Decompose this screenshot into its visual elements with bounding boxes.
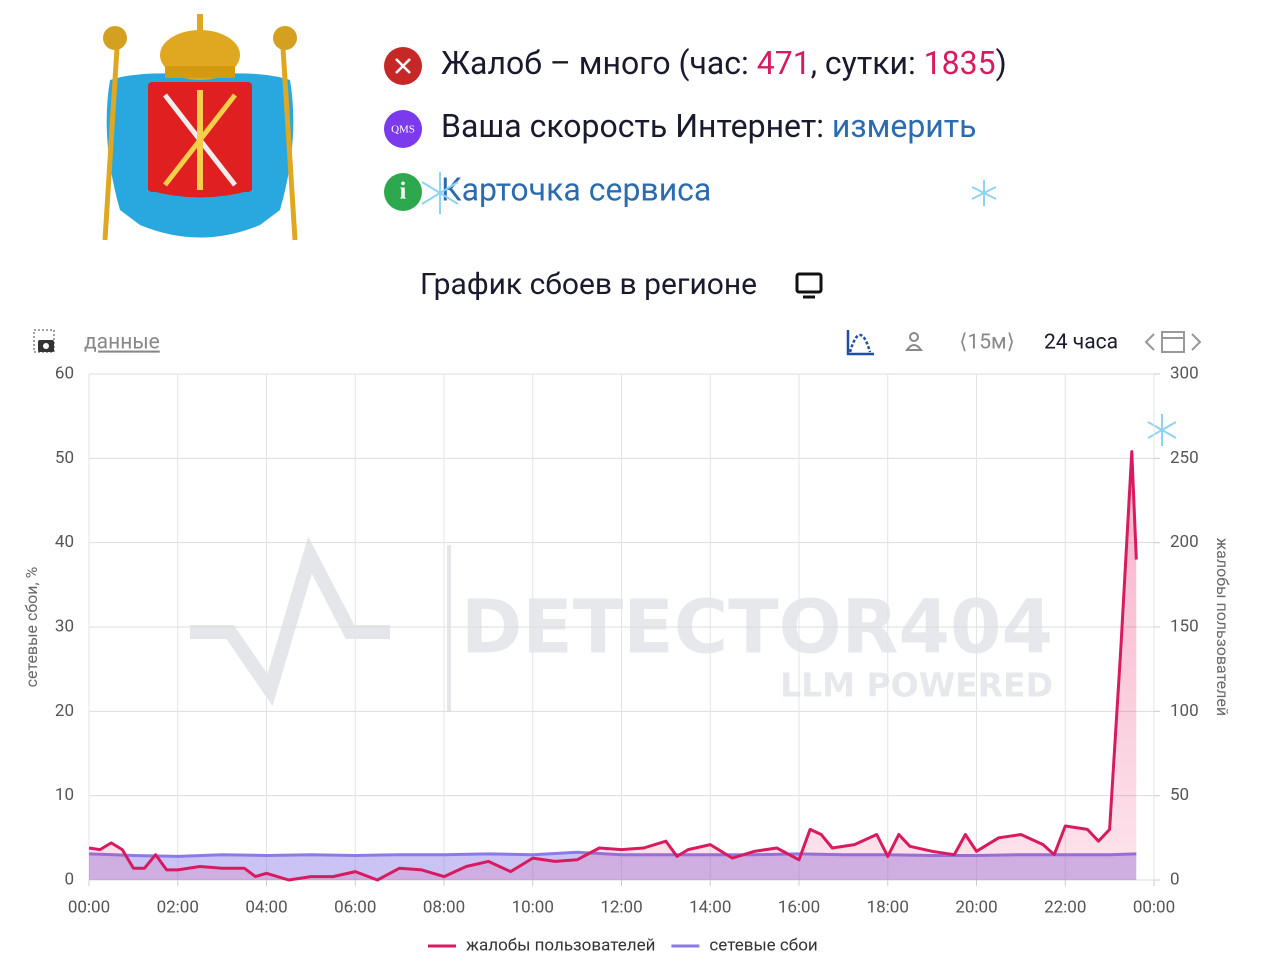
speed-line: Ваша скорость Интернет: измерить	[441, 107, 977, 145]
y2-tick-label: 300	[1170, 363, 1199, 383]
x-tick-label: 08:00	[423, 897, 465, 917]
y-tick-label: 30	[55, 616, 74, 636]
chart-title: График сбоев в регионе	[420, 267, 757, 302]
interval[interactable]: ⟨15м⟩	[959, 331, 1015, 355]
info-icon-text: i	[400, 179, 407, 205]
y-tick-label: 50	[55, 448, 74, 468]
x-tick-label: 20:00	[955, 897, 997, 917]
y2-tick-label: 50	[1170, 785, 1189, 805]
y2-tick-label: 200	[1170, 532, 1199, 552]
chart-mode-icon[interactable]	[846, 330, 874, 356]
status-hour: 471	[757, 44, 811, 82]
series-line	[88, 450, 1138, 882]
y-axis-label: сетевые сбои, %	[22, 566, 41, 687]
watermark-brand: DETECTOR404	[461, 585, 1053, 671]
watermark: DETECTOR404 LLM POWERED	[190, 536, 1053, 712]
status-icon-x	[395, 58, 411, 74]
x-tick-label: 00:00	[68, 897, 110, 917]
y-tick-label: 20	[55, 701, 74, 721]
y2-tick-label: 0	[1170, 869, 1180, 889]
status-suffix: )	[996, 44, 1007, 82]
x-tick-label: 12:00	[600, 897, 642, 917]
x-tick-label: 04:00	[245, 897, 287, 917]
info-icon[interactable]	[384, 173, 422, 211]
x-tick-label: 02:00	[157, 897, 199, 917]
y-tick-label: 40	[55, 532, 74, 552]
watermark-tagline: LLM POWERED	[780, 666, 1053, 705]
qms-icon[interactable]	[384, 110, 422, 148]
legend: жалобы пользователей сетевые сбои	[428, 935, 818, 955]
x-tick-label: 06:00	[334, 897, 376, 917]
snowflakes	[421, 172, 1177, 446]
period[interactable]: 24 часа	[1044, 331, 1118, 355]
plot: 0 10 20 30 40 50 60 0 50 100 150 200 250 300 00:00 02:0…	[22, 363, 1232, 955]
legend-label: сетевые сбои	[709, 935, 817, 955]
status-prefix: Жалоб – много (час:	[441, 44, 757, 82]
user-icon[interactable]	[905, 332, 923, 351]
y-tick-label: 60	[55, 363, 74, 383]
data-link[interactable]: данные	[84, 331, 160, 355]
y2-tick-label: 250	[1170, 448, 1199, 468]
y-tick-label: 0	[64, 869, 74, 889]
legend-label: жалобы пользователей	[466, 935, 655, 955]
speed-label: Ваша скорость Интернет:	[441, 107, 832, 145]
grid	[88, 373, 1155, 881]
x-tick-label: 00:00	[1133, 897, 1175, 917]
x-tick-label: 18:00	[867, 897, 909, 917]
x-tick-label: 10:00	[512, 897, 554, 917]
y-tick-label: 10	[55, 785, 74, 805]
status-mid: , сутки:	[811, 44, 924, 82]
x-tick-label: 22:00	[1044, 897, 1086, 917]
y2-tick-label: 150	[1170, 616, 1199, 636]
monitor-icon	[795, 272, 823, 299]
x-tick-label: 16:00	[778, 897, 820, 917]
speed-link[interactable]: измерить	[832, 107, 977, 145]
status-line: Жалоб – много (час: 471, сутки: 1835)	[441, 44, 1007, 82]
coat-of-arms	[102, 14, 298, 241]
calendar-nav[interactable]	[1144, 331, 1202, 353]
y2-tick-label: 100	[1170, 701, 1199, 721]
y2-axis-label: жалобы пользователей	[1213, 538, 1232, 716]
status-day: 1835	[924, 44, 996, 82]
x-tick-label: 14:00	[689, 897, 731, 917]
qms-icon-text: QMS	[391, 124, 415, 136]
camera-icon[interactable]	[33, 329, 55, 353]
service-card-link[interactable]: Карточка сервиса	[441, 170, 711, 208]
